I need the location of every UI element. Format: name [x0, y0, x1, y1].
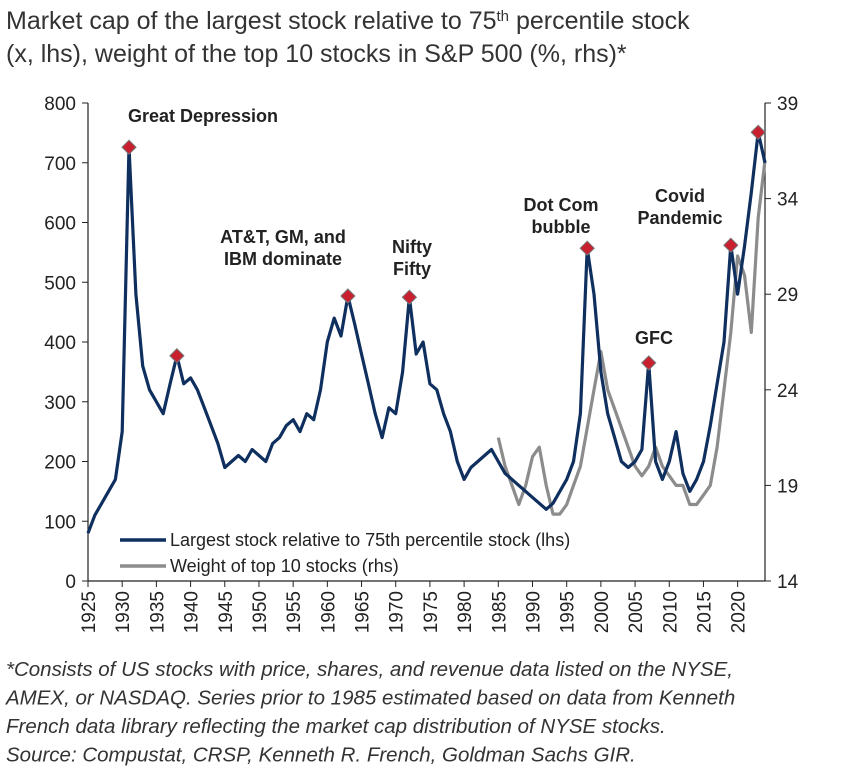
x-tick-label: 1950 — [250, 591, 271, 633]
y2-tick-label: 29 — [777, 285, 798, 306]
annotation: bubble — [532, 217, 591, 237]
legend-label: Weight of top 10 stocks (rhs) — [170, 556, 399, 576]
peak-marker — [340, 288, 356, 304]
y-tick-label: 800 — [44, 94, 76, 115]
annotation: Dot Com — [524, 195, 599, 215]
annotation: IBM dominate — [224, 249, 342, 269]
x-tick-label: 2005 — [626, 591, 647, 633]
y2-tick-label: 39 — [777, 94, 798, 115]
y2-tick-label: 14 — [777, 572, 799, 593]
annotation: GFC — [635, 328, 673, 348]
y-tick-label: 200 — [44, 453, 76, 474]
x-tick-label: 1925 — [79, 591, 100, 633]
peak-marker — [750, 124, 766, 140]
y2-tick-label: 34 — [777, 190, 799, 211]
x-tick-label: 1965 — [353, 591, 374, 633]
y-tick-label: 400 — [44, 333, 76, 354]
x-tick-label: 2015 — [694, 591, 715, 633]
annotation: AT&T, GM, and — [220, 227, 346, 247]
y2-tick-label: 19 — [777, 476, 798, 497]
footnote: Source: Compustat, CRSP, Kenneth R. Fren… — [6, 744, 636, 767]
annotation: Fifty — [393, 259, 431, 279]
x-tick-label: 1930 — [113, 591, 134, 633]
x-tick-label: 2010 — [660, 591, 681, 633]
peak-marker — [169, 348, 185, 364]
y-tick-label: 300 — [44, 393, 76, 414]
series-line — [86, 130, 767, 534]
legend-label: Largest stock relative to 75th percentil… — [170, 530, 570, 550]
x-tick-label: 1985 — [489, 591, 510, 633]
peak-marker — [401, 289, 418, 305]
y-tick-label: 700 — [44, 154, 76, 175]
footnote: AMEX, or NASDAQ. Series prior to 1985 es… — [4, 687, 735, 710]
title-part: percentile stock — [509, 7, 690, 35]
peak-marker — [641, 355, 657, 371]
footnote: *Consists of US stocks with price, share… — [6, 658, 733, 681]
x-tick-label: 1995 — [558, 591, 579, 633]
annotation: Covid — [655, 186, 705, 206]
footnote: French data library reflecting the marke… — [6, 715, 666, 738]
y-tick-label: 100 — [44, 512, 76, 533]
peak-marker — [579, 240, 595, 256]
x-tick-label: 1935 — [147, 591, 168, 633]
title-part: Market cap of the largest stock relative… — [6, 7, 497, 35]
peak-marker — [723, 237, 739, 253]
chart-title: (x, lhs), weight of the top 10 stocks in… — [6, 40, 627, 68]
x-tick-label: 1955 — [284, 591, 305, 633]
y-tick-label: 600 — [44, 214, 76, 235]
x-tick-label: 1990 — [523, 591, 544, 633]
y-tick-label: 0 — [65, 572, 76, 593]
annotation: Great Depression — [128, 106, 278, 126]
x-tick-label: 2000 — [592, 591, 613, 633]
x-tick-label: 2020 — [729, 591, 750, 633]
series-line — [496, 160, 767, 516]
x-tick-label: 1970 — [387, 591, 408, 633]
x-tick-label: 1940 — [182, 591, 203, 633]
annotation: Pandemic — [637, 208, 722, 228]
annotation: Nifty — [392, 237, 432, 257]
title-superscript: th — [497, 8, 510, 25]
x-tick-label: 1960 — [318, 591, 339, 633]
x-tick-label: 1975 — [421, 591, 442, 633]
chart-title: Market cap of the largest stock relative… — [6, 7, 690, 35]
x-tick-label: 1945 — [216, 591, 237, 633]
x-tick-label: 1980 — [455, 591, 476, 633]
y-tick-label: 500 — [44, 273, 76, 294]
y2-tick-label: 24 — [777, 381, 799, 402]
peak-marker — [121, 139, 137, 155]
